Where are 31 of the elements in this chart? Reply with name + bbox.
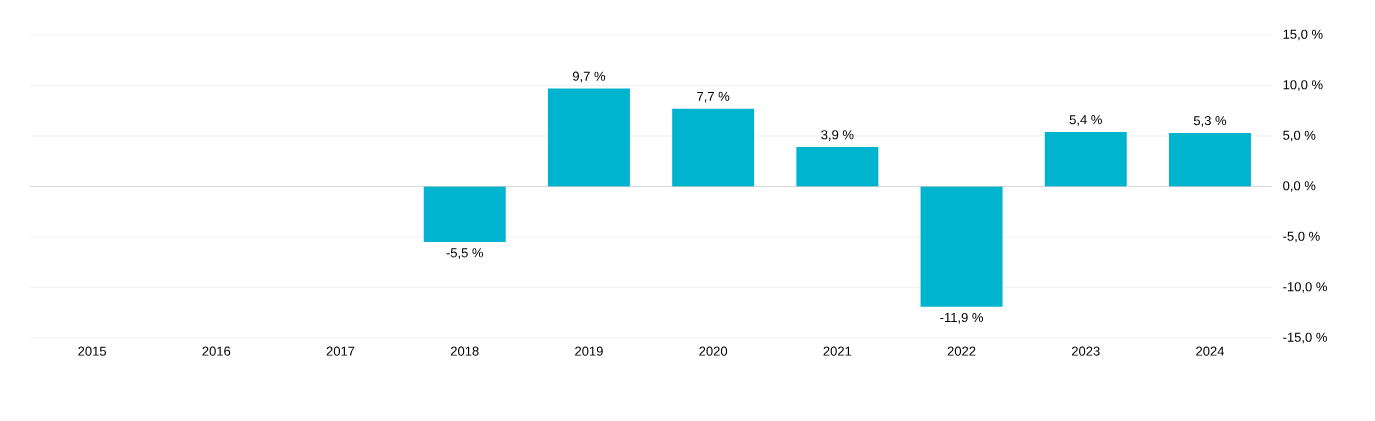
x-tick-label: 2017 — [326, 346, 355, 356]
bar — [1168, 132, 1251, 187]
y-tick-label: 15,0 % — [1283, 29, 1323, 41]
bar — [1044, 131, 1127, 187]
y-tick-label: 0,0 % — [1283, 181, 1316, 192]
x-tick-label: 2016 — [202, 346, 231, 356]
bar — [423, 186, 506, 243]
data-label: -5,5 % — [446, 248, 484, 259]
x-tick-label: 2024 — [1196, 346, 1225, 356]
x-tick-label: 2015 — [78, 346, 107, 356]
y-tick-label: 5,0 % — [1283, 130, 1316, 142]
x-tick-label: 2023 — [1071, 346, 1100, 356]
data-label: -11,9 % — [940, 312, 984, 324]
y-tick-label: 10,0 % — [1283, 80, 1323, 91]
x-tick-label: 2019 — [575, 346, 603, 356]
bar — [672, 108, 755, 187]
data-label: 3,9 % — [821, 130, 854, 141]
x-tick-label: 2021 — [823, 346, 852, 356]
bar — [920, 186, 1003, 307]
bar — [796, 147, 879, 187]
y-tick-label: -15,0 % — [1283, 332, 1327, 344]
data-label: 5,3 % — [1193, 116, 1227, 127]
x-tick-label: 2020 — [699, 346, 728, 356]
y-tick-label: -10,0 % — [1283, 282, 1327, 293]
x-tick-label: 2022 — [947, 346, 976, 356]
y-tick-label: -5,0 % — [1283, 231, 1320, 243]
data-label: 9,7 % — [572, 71, 606, 83]
data-label: 7,7 % — [697, 91, 730, 103]
x-tick-label: 2018 — [450, 346, 479, 356]
data-label: 5,4 % — [1069, 115, 1102, 126]
bar — [547, 88, 630, 187]
